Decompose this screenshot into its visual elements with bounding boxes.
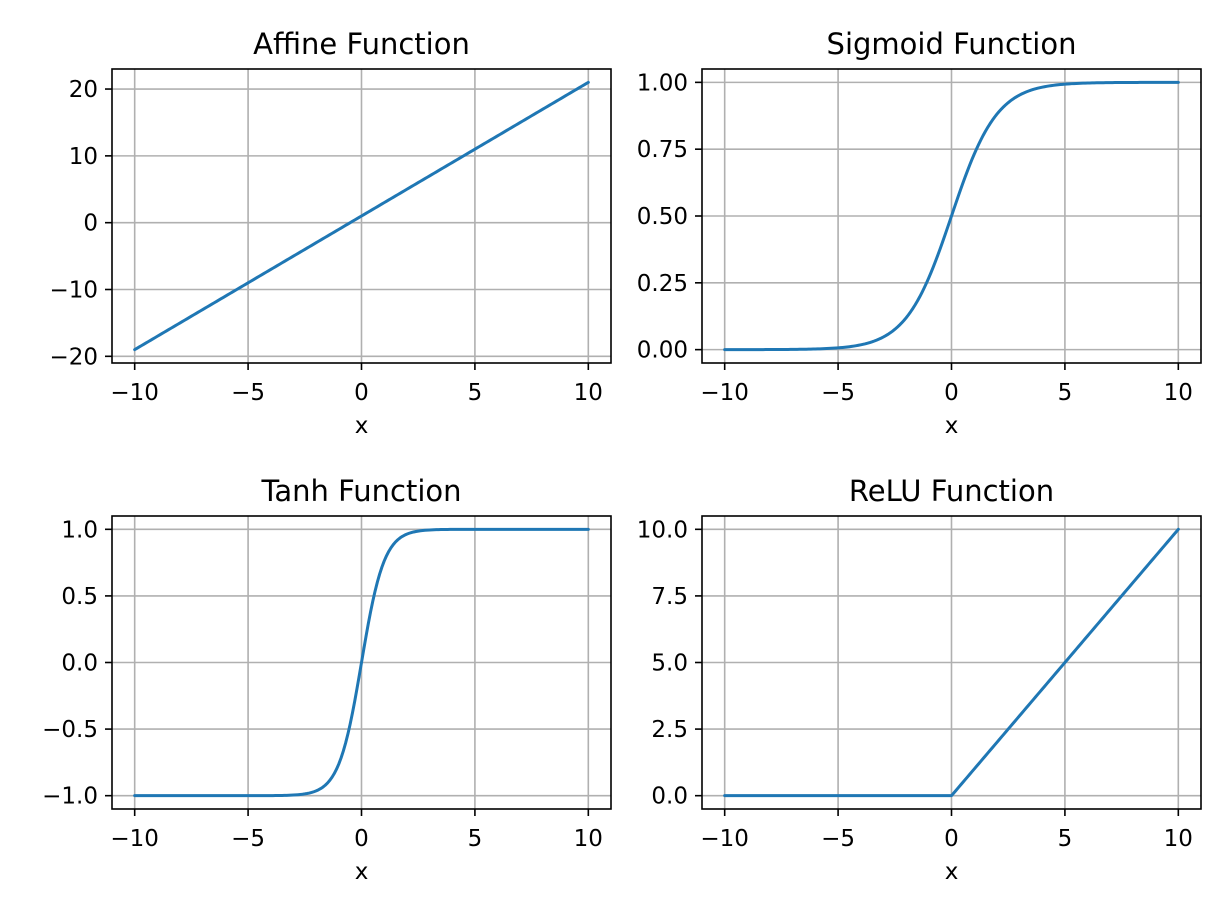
x-tick-label: 0 [944,380,959,406]
y-tick-label: 1.00 [637,70,688,96]
y-tick-label: 0.0 [651,784,688,810]
x-tick-label: 10 [1164,826,1193,852]
y-tick-label: −10 [49,278,98,304]
subplot-affine: −10 −5 0 5 10 −20 −10 0 10 20 Affine Function x [49,27,612,439]
subplot-relu: −10 −5 0 5 10 0.0 2.5 5.0 7.5 10.0 ReLU Function x [637,474,1202,885]
chart-title: Affine Function [253,27,470,61]
subplot-tanh: −10 −5 0 5 10 −1.0 −0.5 0.0 0.5 1.0 Tanh Function x [42,474,612,885]
y-tick-label: 20 [69,77,98,103]
y-tick-label: −20 [49,344,98,370]
x-tick-label: 10 [574,380,603,406]
y-tick-label: 0.0 [61,651,98,677]
chart-title: Tanh Function [260,474,461,508]
chart-title: Sigmoid Function [827,27,1077,61]
x-tick-label: 0 [354,380,369,406]
y-tick-label: 0.5 [61,584,98,610]
y-tick-label: 0 [83,211,98,237]
y-tick-label: 0.75 [637,137,688,163]
x-tick-label: −5 [231,380,265,406]
y-tick-label: 5.0 [651,651,688,677]
x-tick-label: 5 [468,826,483,852]
x-tick-label: 10 [1164,380,1193,406]
x-tick-label: 10 [574,826,603,852]
x-tick-label: −5 [231,826,265,852]
y-tick-label: 10.0 [637,517,688,543]
x-tick-label: 5 [468,380,483,406]
x-tick-label: 0 [354,826,369,852]
x-axis-label: x [945,413,959,439]
y-tick-label: −1.0 [42,784,98,810]
series-line [133,80,590,352]
x-axis-label: x [945,859,959,885]
y-tick-label: 1.0 [61,517,98,543]
x-tick-label: −5 [821,380,855,406]
y-tick-label: 7.5 [651,584,688,610]
x-tick-label: 5 [1058,380,1073,406]
y-tick-label: 0.25 [637,271,688,297]
x-axis-label: x [355,413,369,439]
x-tick-label: 5 [1058,826,1073,852]
x-tick-label: −10 [700,826,749,852]
x-axis-label: x [355,859,369,885]
series-line [723,80,1180,352]
y-tick-label: 2.5 [651,717,688,743]
x-tick-label: 0 [944,826,959,852]
series-line [133,527,590,798]
x-tick-label: −5 [821,826,855,852]
y-tick-label: 0.50 [637,204,688,230]
x-tick-label: −10 [700,380,749,406]
y-tick-label: 10 [69,144,98,170]
x-tick-label: −10 [110,380,159,406]
y-tick-label: 0.00 [637,338,688,364]
x-tick-label: −10 [110,826,159,852]
chart-title: ReLU Function [849,474,1054,508]
y-tick-label: −0.5 [42,717,98,743]
series-line [723,527,1180,798]
subplot-sigmoid: −10 −5 0 5 10 0.00 0.25 0.50 0.75 1.00 Sigmoid Fun… [637,27,1202,439]
